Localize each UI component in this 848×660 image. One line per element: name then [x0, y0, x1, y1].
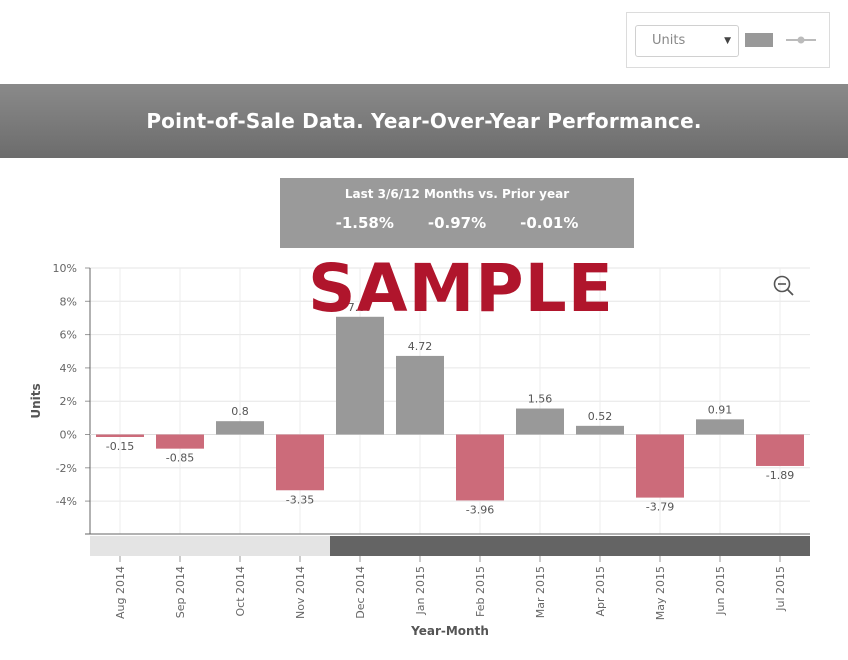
sample-watermark: SAMPLE: [308, 250, 614, 327]
y-tick-label: 6%: [60, 329, 77, 342]
summary-values: -1.58% -0.97% -0.01%: [280, 214, 634, 232]
bar: [156, 435, 204, 449]
y-tick-label: 0%: [60, 429, 77, 442]
chevron-down-icon: ▼: [724, 26, 731, 56]
summary-value-3m: -1.58%: [336, 214, 394, 232]
data-label: 0.91: [708, 403, 733, 416]
bar: [336, 317, 384, 435]
bar: [396, 356, 444, 435]
data-label: 0.8: [231, 405, 249, 418]
header-band: Point-of-Sale Data. Year-Over-Year Perfo…: [0, 84, 848, 158]
bar: [276, 435, 324, 491]
bar: [516, 409, 564, 435]
range-navigator-selected: [330, 536, 810, 556]
measure-select-value: Units: [652, 33, 685, 48]
data-label: -0.15: [106, 440, 134, 453]
bar: [636, 435, 684, 498]
y-axis-title: Units: [29, 383, 43, 418]
y-tick-label: 2%: [60, 395, 77, 408]
y-tick-label: 4%: [60, 362, 77, 375]
summary-title: Last 3/6/12 Months vs. Prior year: [280, 187, 634, 201]
x-tick-label: Dec 2014: [354, 566, 367, 619]
data-label: 0.52: [588, 410, 613, 423]
x-tick-label: Oct 2014: [234, 566, 247, 617]
summary-value-12m: -0.01%: [520, 214, 578, 232]
x-axis-title: Year-Month: [410, 624, 489, 638]
x-tick-label: Feb 2015: [474, 566, 487, 617]
y-tick-label: -2%: [56, 462, 77, 475]
x-tick-label: Apr 2015: [594, 566, 607, 617]
line-chart-toggle-icon[interactable]: [785, 31, 817, 49]
bar: [456, 435, 504, 501]
data-label: -3.79: [646, 501, 674, 514]
bar: [756, 435, 804, 466]
y-tick-label: 8%: [60, 295, 77, 308]
x-tick-label: Jun 2015: [714, 566, 727, 616]
data-label: 4.72: [408, 340, 433, 353]
data-label: 1.56: [528, 393, 553, 406]
data-label: -1.89: [766, 469, 794, 482]
summary-panel: Last 3/6/12 Months vs. Prior year -1.58%…: [280, 178, 634, 248]
y-tick-label: -4%: [56, 495, 77, 508]
x-tick-label: Mar 2015: [534, 566, 547, 618]
bar: [96, 435, 144, 437]
bar: [696, 419, 744, 434]
x-tick-label: Aug 2014: [114, 566, 127, 619]
x-tick-label: Nov 2014: [294, 566, 307, 619]
range-navigator-unselected: [90, 536, 330, 556]
data-label: -3.96: [466, 503, 494, 516]
data-label: -0.85: [166, 452, 194, 465]
x-tick-label: May 2015: [654, 566, 667, 620]
bar: [216, 421, 264, 434]
summary-value-6m: -0.97%: [428, 214, 486, 232]
bar: [576, 426, 624, 435]
x-tick-label: Jul 2015: [774, 566, 787, 612]
zoom-out-icon[interactable]: [772, 274, 794, 296]
page-title: Point-of-Sale Data. Year-Over-Year Perfo…: [146, 109, 701, 133]
chart-controls: Units ▼: [626, 12, 830, 68]
data-label: -3.35: [286, 493, 314, 506]
y-tick-label: 10%: [53, 262, 77, 275]
x-tick-label: Sep 2014: [174, 566, 187, 618]
measure-select[interactable]: Units ▼: [635, 25, 739, 57]
x-tick-label: Jan 2015: [414, 566, 427, 615]
bar-chart-toggle-icon[interactable]: [745, 33, 773, 47]
